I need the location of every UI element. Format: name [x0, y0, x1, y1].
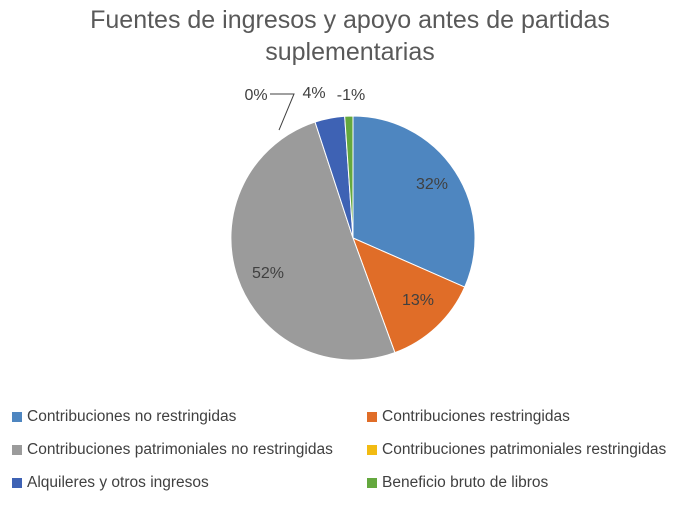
pie-slice-3 [230, 121, 396, 361]
pie-labels: 32% 13% 52% 0% 4% -1% [244, 85, 448, 309]
legend-item-3: Contribuciones patrimoniales no restring… [12, 441, 333, 459]
legend-swatch [12, 412, 22, 422]
legend-label: Contribuciones patrimoniales no restring… [27, 441, 333, 458]
legend-swatch [367, 412, 377, 422]
pie-slice-2 [352, 237, 466, 354]
legend-item-2: Contribuciones restringidas [367, 408, 570, 426]
legend-item-5: Alquileres y otros ingresos [12, 474, 209, 492]
legend-label: Alquileres y otros ingresos [27, 474, 209, 491]
data-label-1: 32% [416, 176, 448, 193]
legend-label: Beneficio bruto de libros [382, 474, 549, 491]
legend-label: Contribuciones no restringidas [27, 408, 237, 425]
legend-swatch [367, 478, 377, 488]
pie-slice-1 [352, 115, 476, 288]
legend-label: Contribuciones patrimoniales restringida… [382, 441, 667, 458]
pie-chart: 32% 13% 52% 0% 4% -1% [230, 85, 476, 361]
legend-item-6: Beneficio bruto de libros [367, 474, 548, 492]
chart-title: Fuentes de ingresos y apoyo antes de par… [0, 4, 700, 68]
pie-slices [230, 115, 476, 361]
legend-label: Contribuciones restringidas [382, 408, 570, 425]
legend-item-1: Contribuciones no restringidas [12, 408, 236, 426]
data-label-2: 13% [402, 292, 434, 309]
legend-swatch [12, 445, 22, 455]
data-label-3: 52% [252, 265, 284, 282]
pie-slice-6 [344, 115, 354, 239]
legend-item-4: Contribuciones patrimoniales restringida… [367, 441, 666, 459]
chart-title-line-1: Fuentes de ingresos y apoyo antes de par… [90, 6, 610, 34]
chart-title-line-2: suplementarias [265, 38, 435, 66]
data-label-5: 4% [302, 85, 325, 102]
data-label-6: -1% [337, 87, 365, 104]
legend-swatch [367, 445, 377, 455]
leader-line [270, 93, 295, 131]
data-label-4: 0% [244, 87, 267, 104]
legend-swatch [12, 478, 22, 488]
